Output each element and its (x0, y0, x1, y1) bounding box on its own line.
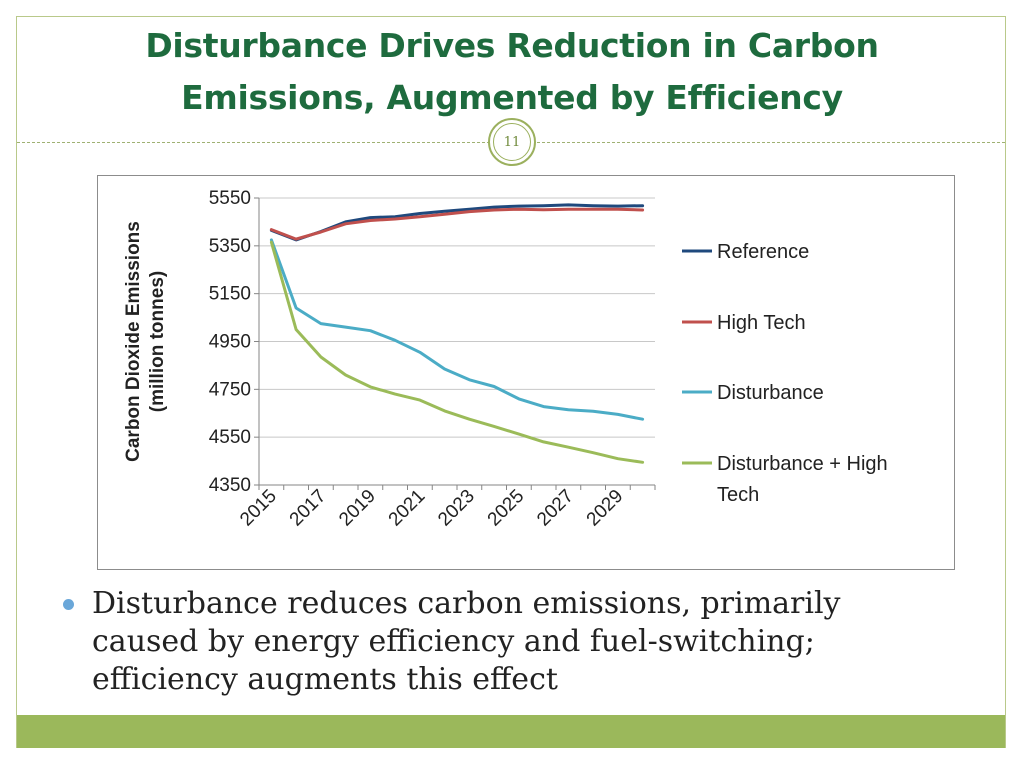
footer-bar (17, 715, 1005, 748)
title-line-2: Emissions, Augmented by Efficiency (181, 78, 843, 117)
x-tick-label: 2019 (335, 486, 380, 531)
chart-border (97, 175, 955, 570)
legend-label-disturbance-high-tech: Disturbance + High Tech (717, 453, 888, 506)
x-tick-label: 2027 (533, 486, 578, 531)
bullet-text: Disturbance reduces carbon emissions, pr… (92, 586, 841, 697)
slide-number-badge: 11 (488, 118, 536, 166)
legend-label-disturbance: Disturbance (717, 382, 824, 404)
y-tick-label: 4550 (209, 427, 251, 448)
y-tick-label: 4350 (209, 475, 251, 496)
x-tick-label: 2023 (434, 486, 479, 531)
series-line-high-tech (269, 207, 645, 241)
y-axis-title-line-2: (million tonnes) (147, 271, 168, 412)
x-tick-label: 2021 (385, 486, 430, 531)
y-tick-label: 5350 (209, 236, 251, 257)
legend-label-high-tech: High Tech (717, 312, 806, 334)
series-line-disturbance (269, 238, 645, 421)
legend-label-line-2: Tech (717, 484, 759, 506)
y-tick-label: 5150 (209, 284, 251, 305)
x-tick-label: 2029 (583, 486, 628, 531)
legend-label-reference: Reference (717, 241, 809, 263)
x-tick-label: 2025 (484, 486, 529, 531)
legend-label-line-1: Disturbance + High (717, 453, 888, 475)
y-axis-title-line-1: Carbon Dioxide Emissions (123, 221, 144, 462)
series-line-disturbance-high-tech (269, 240, 645, 464)
y-axis-title: Carbon Dioxide Emissions (million tonnes) (123, 221, 168, 462)
y-tick-label: 5550 (209, 188, 251, 209)
y-tick-label: 4950 (209, 332, 251, 353)
title-line-1: Disturbance Drives Reduction in Carbon (145, 26, 879, 65)
x-tick-label: 2017 (286, 486, 331, 531)
bullet-dot-icon (63, 599, 74, 610)
y-tick-label: 4750 (209, 379, 251, 400)
slide-title: Disturbance Drives Reduction in Carbon E… (30, 20, 994, 124)
